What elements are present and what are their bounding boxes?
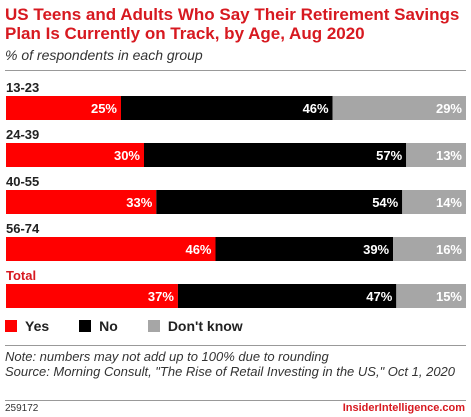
bar-13-23-don-t-know <box>332 96 466 120</box>
data-label-13-23-don-t-know: 29% <box>436 101 462 116</box>
bar-24-39-don-t-know <box>406 143 466 167</box>
data-label-total-no: 47% <box>366 289 392 304</box>
legend-label-dont-know: Don't know <box>167 318 243 334</box>
bar-24-39-yes <box>6 143 144 167</box>
legend-label-yes: Yes <box>25 318 50 334</box>
data-label-24-39-yes: 30% <box>114 148 140 163</box>
legend-swatch-dont-know <box>147 320 160 332</box>
data-label-total-don-t-know: 15% <box>436 289 462 304</box>
chart-id: 259172 <box>5 403 39 414</box>
legend-item-yes: Yes <box>5 318 49 334</box>
bar-40-55-no <box>156 190 403 214</box>
bar-56-74-don-t-know <box>393 237 466 261</box>
bottom-divider <box>5 400 466 401</box>
brand-logo-text: InsiderIntelligence.com <box>342 402 465 414</box>
bar-56-74-no <box>215 237 394 261</box>
bar-24-39-no <box>144 143 407 167</box>
legend-item-no: No <box>79 318 118 334</box>
note-text: Note: numbers may not add up to 100% due… <box>5 349 329 364</box>
legend-swatch-yes <box>5 320 17 332</box>
bar-40-55-don-t-know <box>402 190 466 214</box>
bar-13-23-no <box>121 96 333 120</box>
category-label-40-55: 40-55 <box>6 174 39 189</box>
bar-13-23-yes <box>6 96 121 120</box>
footnote: Note: numbers may not add up to 100% due… <box>5 349 465 379</box>
category-label-total: Total <box>6 268 36 283</box>
top-divider <box>5 70 466 71</box>
source-text: Source: Morning Consult, "The Rise of Re… <box>5 364 456 379</box>
legend: Yes No Don't know <box>5 318 273 334</box>
bar-40-55-yes <box>6 190 157 214</box>
category-label-24-39: 24-39 <box>6 127 39 142</box>
category-label-13-23: 13-23 <box>6 80 39 95</box>
legend-label-no: No <box>99 318 118 334</box>
data-label-40-55-don-t-know: 14% <box>436 195 462 210</box>
data-label-56-74-yes: 46% <box>185 242 211 257</box>
bar-total-yes <box>6 284 178 308</box>
data-label-56-74-don-t-know: 16% <box>436 242 462 257</box>
data-label-13-23-no: 46% <box>303 101 329 116</box>
data-label-40-55-yes: 33% <box>126 195 152 210</box>
category-label-56-74: 56-74 <box>6 221 40 236</box>
data-label-24-39-no: 57% <box>376 148 402 163</box>
chart-title: US Teens and Adults Who Say Their Retire… <box>5 5 460 43</box>
bar-56-74-yes <box>6 237 216 261</box>
data-label-13-23-yes: 25% <box>91 101 117 116</box>
bar-total-don-t-know <box>396 284 466 308</box>
footer-divider <box>5 345 466 346</box>
data-label-total-yes: 37% <box>148 289 174 304</box>
chart-subtitle: % of respondents in each group <box>5 47 203 63</box>
legend-swatch-no <box>79 320 92 332</box>
data-label-40-55-no: 54% <box>372 195 398 210</box>
bar-total-no <box>177 284 397 308</box>
data-label-56-74-no: 39% <box>363 242 389 257</box>
data-label-24-39-don-t-know: 13% <box>436 148 462 163</box>
stacked-bar-chart: 13-23 25% 46% 29% 24-39 30% 57% 13% 40-55 33% 54% 1… <box>6 80 466 308</box>
legend-item-dont-know: Don't know <box>147 318 243 334</box>
